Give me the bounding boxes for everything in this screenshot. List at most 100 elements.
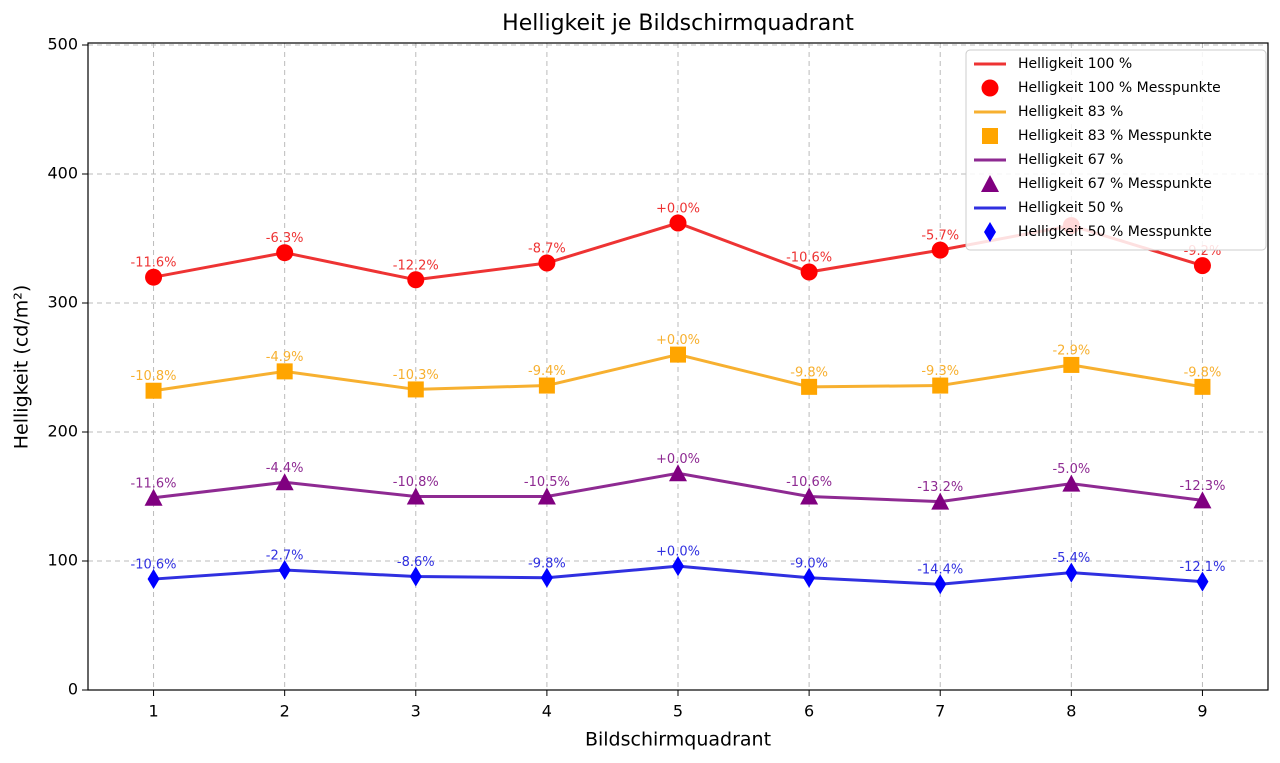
- marker: [1063, 356, 1080, 373]
- marker: [931, 492, 950, 510]
- legend-label: Helligkeit 83 % Messpunkte: [1018, 128, 1212, 144]
- point-label: +0.0%: [656, 545, 700, 560]
- point-label: -10.6%: [131, 558, 177, 573]
- point-label: -2.7%: [266, 549, 304, 564]
- point-label: +0.0%: [656, 202, 700, 217]
- point-label: -5.7%: [921, 229, 959, 244]
- plot-frame: [87, 42, 1269, 691]
- legend-label: Helligkeit 67 % Messpunkte: [1018, 176, 1212, 192]
- marker: [1193, 491, 1212, 509]
- legend-label: Helligkeit 50 % Messpunkte: [1018, 224, 1212, 240]
- marker: [145, 382, 162, 399]
- marker: [1194, 378, 1211, 395]
- marker: [934, 574, 947, 595]
- marker: [538, 254, 556, 272]
- point-label: -14.4%: [917, 563, 963, 578]
- x-tick-label: 4: [542, 702, 552, 721]
- point-label: -9.0%: [790, 556, 828, 571]
- marker: [407, 381, 424, 398]
- point-label: -12.2%: [393, 258, 439, 273]
- legend-label: Helligkeit 100 %: [1018, 56, 1132, 72]
- point-label: -9.8%: [1184, 365, 1222, 380]
- y-tick-label: 100: [47, 551, 78, 570]
- marker: [407, 271, 425, 289]
- point-label: -10.3%: [393, 368, 439, 383]
- point-label: -2.9%: [1052, 343, 1090, 358]
- x-tick-label: 5: [673, 702, 683, 721]
- marker: [540, 567, 553, 588]
- point-label: -10.8%: [393, 475, 439, 490]
- marker: [145, 268, 163, 286]
- y-axis-label: Helligkeit (cd/m²): [11, 285, 33, 450]
- legend-label: Helligkeit 50 %: [1018, 200, 1123, 216]
- legend-label: Helligkeit 67 %: [1018, 152, 1123, 168]
- marker: [278, 560, 291, 581]
- x-tick-label: 7: [935, 702, 945, 721]
- x-axis-label: Bildschirmquadrant: [585, 729, 771, 751]
- marker: [537, 487, 556, 505]
- marker: [672, 556, 684, 577]
- marker: [276, 363, 293, 380]
- point-label: -5.4%: [1052, 551, 1090, 566]
- marker: [981, 79, 999, 97]
- marker: [932, 377, 949, 394]
- x-tick-label: 1: [148, 702, 158, 721]
- marker: [1062, 474, 1081, 492]
- point-label: -10.6%: [786, 475, 832, 490]
- legend-label: Helligkeit 83 %: [1018, 104, 1123, 120]
- y-tick-label: 300: [47, 293, 78, 312]
- marker: [800, 487, 819, 505]
- point-label: -12.1%: [1179, 560, 1225, 575]
- marker: [982, 128, 998, 144]
- point-label: -12.3%: [1179, 479, 1225, 494]
- point-label: -10.8%: [131, 369, 177, 384]
- x-tick-label: 8: [1066, 702, 1076, 721]
- point-label: -13.2%: [917, 480, 963, 495]
- marker: [1193, 257, 1211, 275]
- marker: [803, 567, 816, 588]
- marker: [147, 569, 160, 590]
- point-label: -11.6%: [131, 476, 177, 491]
- point-label: -9.4%: [528, 364, 566, 379]
- legend-label: Helligkeit 100 % Messpunkte: [1018, 80, 1221, 96]
- y-tick-label: 200: [47, 422, 78, 441]
- marker: [1065, 562, 1078, 583]
- x-tick-label: 6: [804, 702, 814, 721]
- point-label: -4.4%: [266, 461, 304, 476]
- chart-title: Helligkeit je Bildschirmquadrant: [502, 11, 854, 36]
- marker: [409, 566, 422, 587]
- marker: [669, 214, 687, 232]
- marker: [931, 241, 949, 259]
- point-label: -10.6%: [786, 251, 832, 266]
- point-label: -9.8%: [790, 365, 828, 380]
- marker: [984, 222, 996, 242]
- point-label: -6.3%: [266, 231, 304, 246]
- legend-box: [965, 49, 1267, 251]
- x-tick-label: 2: [280, 702, 290, 721]
- x-tick-label: 3: [411, 702, 421, 721]
- point-label: -9.3%: [921, 364, 959, 379]
- marker: [981, 175, 999, 192]
- x-tick-label: 9: [1197, 702, 1207, 721]
- y-tick-label: 400: [47, 164, 78, 183]
- point-label: -8.7%: [528, 242, 566, 257]
- marker: [1196, 571, 1209, 592]
- point-label: +0.0%: [656, 452, 700, 467]
- marker: [670, 346, 686, 363]
- marker: [144, 488, 163, 506]
- point-label: -10.5%: [524, 475, 570, 490]
- point-label: -9.8%: [528, 556, 566, 571]
- marker: [276, 244, 294, 262]
- marker: [406, 487, 425, 505]
- y-tick-label: 500: [47, 35, 78, 54]
- point-label: -8.6%: [397, 555, 435, 570]
- point-label: +0.0%: [656, 333, 700, 348]
- point-label: -11.6%: [131, 256, 177, 271]
- marker: [275, 473, 294, 491]
- y-tick-label: 0: [68, 680, 78, 699]
- point-label: -4.9%: [266, 350, 304, 365]
- point-label: -5.0%: [1052, 462, 1090, 477]
- marker: [801, 378, 818, 395]
- marker: [669, 464, 687, 482]
